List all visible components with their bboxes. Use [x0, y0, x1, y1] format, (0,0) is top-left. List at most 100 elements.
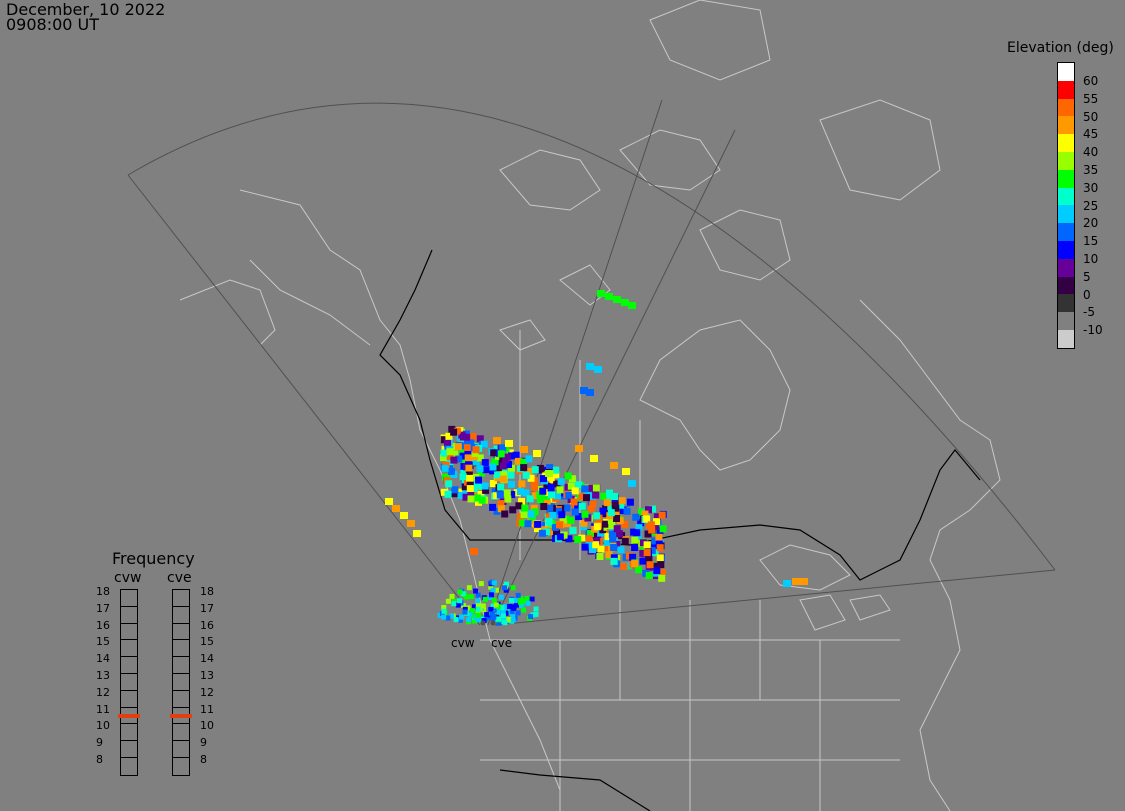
frequency-box-cvw	[118, 589, 140, 776]
echo-cell	[489, 503, 497, 511]
echo-cell	[462, 493, 470, 501]
echo-cell	[612, 510, 620, 518]
echo-cell	[451, 486, 459, 494]
echo-cell	[489, 480, 497, 487]
legend-tick-label: 50	[1083, 109, 1099, 124]
echo-cell	[477, 491, 485, 498]
echo-cell	[553, 529, 560, 537]
echo-cell	[488, 592, 494, 598]
frequency-level-label: 15	[96, 635, 110, 649]
frequency-cell	[173, 741, 189, 758]
echo-cell	[472, 446, 480, 454]
echo-cell	[610, 554, 618, 562]
echo-cell	[533, 611, 539, 617]
echo-cell	[543, 482, 551, 490]
echo-cell	[578, 502, 586, 510]
echo-cell	[494, 464, 502, 472]
echo-cell	[527, 474, 535, 482]
echo-cell	[450, 456, 458, 464]
echo-cell	[635, 524, 643, 532]
echo-cell	[457, 598, 463, 604]
echo-cell	[656, 544, 664, 552]
echo-cell	[659, 525, 667, 533]
legend-swatch	[1058, 169, 1074, 188]
site-marker-cvw	[480, 620, 486, 626]
elevation-color-scale	[1057, 62, 1075, 349]
echo-cell	[580, 519, 588, 527]
frequency-level-label: 18	[200, 585, 214, 598]
echo-cell	[543, 493, 551, 501]
frequency-label-cvw: cvw	[114, 570, 142, 586]
echo-cell	[440, 436, 448, 444]
echo-cell	[407, 520, 415, 527]
echo-cell	[448, 468, 455, 475]
date-label: December, 10 2022	[6, 0, 166, 19]
echo-cell	[607, 509, 615, 517]
echo-cell	[658, 568, 666, 576]
echo-cell	[583, 494, 590, 502]
echo-cell	[545, 470, 553, 477]
echo-cell	[503, 610, 509, 616]
echo-cell	[554, 492, 561, 500]
echo-cell	[596, 553, 604, 560]
legend-swatch	[1058, 205, 1074, 224]
echo-cell	[459, 614, 465, 620]
echo-cell	[570, 498, 578, 506]
echo-cell	[541, 522, 549, 529]
site-label-cve: cve	[491, 636, 513, 650]
frequency-cell	[173, 657, 189, 674]
echo-cell	[445, 598, 451, 604]
echo-cell	[459, 452, 467, 460]
echo-cell	[593, 523, 601, 531]
echo-cell	[481, 618, 487, 623]
echo-cell	[592, 541, 600, 549]
echo-cell	[548, 491, 555, 499]
legend-tick-label: 35	[1083, 163, 1099, 177]
echo-cell	[453, 617, 459, 623]
echo-cell	[491, 597, 497, 603]
border-layer	[379, 249, 981, 811]
legend-swatch	[1058, 223, 1074, 241]
echo-cell	[489, 463, 497, 471]
echo-cell	[589, 500, 597, 508]
coastline-layer	[179, 0, 1001, 811]
echo-cell	[520, 464, 528, 472]
echo-cell	[575, 481, 583, 489]
echo-cell	[413, 530, 421, 537]
echo-cell	[593, 512, 601, 520]
echo-cell	[491, 458, 499, 466]
frequency-level-label: 17	[96, 601, 110, 615]
echo-cell	[578, 534, 586, 542]
echo-cell	[783, 580, 791, 587]
echo-cell	[446, 460, 454, 468]
echo-cell	[546, 464, 554, 472]
echo-cell	[493, 437, 501, 444]
echo-cell	[482, 466, 490, 474]
echo-cell	[524, 595, 530, 601]
echo-cell	[466, 485, 474, 493]
echo-cell	[517, 513, 524, 521]
echo-cell	[500, 471, 508, 479]
legend-tick-label: -10	[1083, 323, 1103, 338]
echo-cell	[552, 471, 560, 479]
echo-cell	[493, 507, 501, 515]
echo-cell	[499, 475, 507, 483]
legend-tick-label: 5	[1083, 269, 1091, 284]
echo-cell	[440, 454, 447, 462]
echo-cell	[480, 603, 486, 609]
echo-cell	[464, 454, 472, 462]
echo-cell	[475, 592, 481, 598]
echo-cell	[441, 605, 447, 610]
echo-cell	[646, 561, 654, 569]
echo-cell	[478, 581, 484, 587]
echo-cell	[655, 540, 663, 548]
echo-cell	[651, 537, 659, 545]
echo-cell	[587, 530, 594, 537]
echo-cell	[509, 609, 515, 615]
frequency-label-cve: cve	[167, 570, 192, 586]
echo-cell	[476, 435, 484, 443]
echo-cell	[480, 440, 488, 448]
echo-cell	[552, 466, 560, 474]
echo-cell	[537, 521, 545, 529]
echo-cell	[584, 514, 592, 522]
